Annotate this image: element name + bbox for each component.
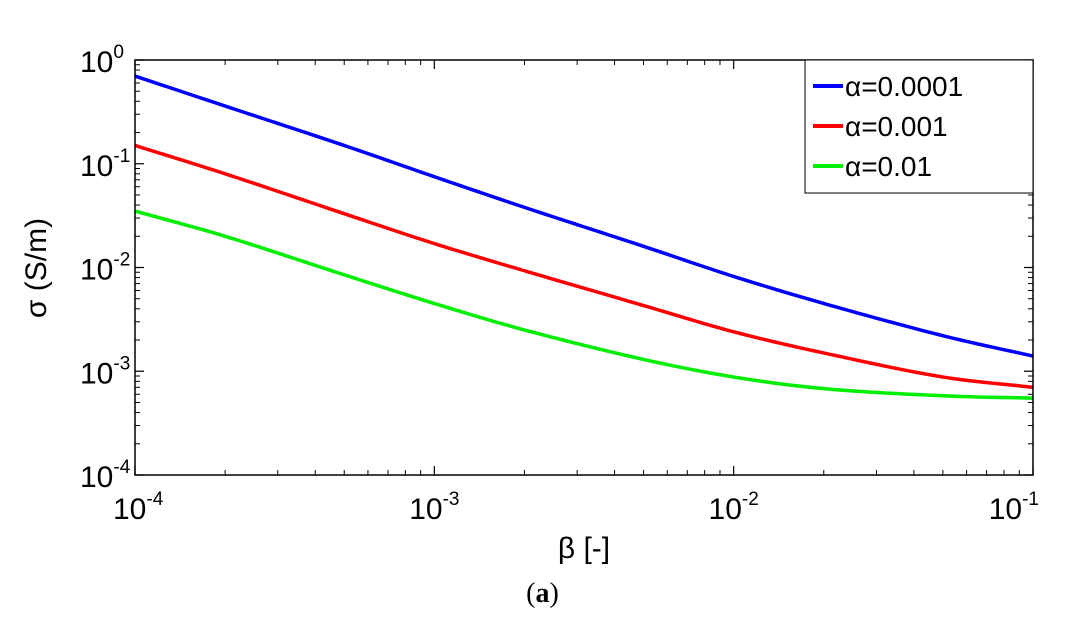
- caption-letter: a: [535, 578, 550, 609]
- series-line-2: [134, 143, 1034, 390]
- y-tick-exponent: 0: [113, 42, 124, 63]
- x-tick-base: 10: [989, 493, 1022, 526]
- caption-close: ): [549, 578, 559, 609]
- series-line-1: [134, 74, 1034, 358]
- figure-caption: (a): [0, 578, 1085, 610]
- legend-label-2: α=0.001: [845, 111, 948, 142]
- y-tick-label: 10-2: [80, 250, 130, 287]
- y-tick-base: 10: [80, 46, 113, 79]
- y-tick-exponent: -2: [113, 250, 130, 271]
- legend: α=0.0001 α=0.001 α=0.01: [804, 59, 1034, 194]
- y-tick-base: 10: [80, 254, 113, 287]
- y-tick-base: 10: [80, 357, 113, 390]
- y-tick-label: 10-3: [80, 353, 130, 390]
- x-tick-exponent: -3: [443, 489, 460, 510]
- y-tick-base: 10: [80, 150, 113, 183]
- y-tick-label: 100: [80, 42, 124, 79]
- x-axis-title: β [-]: [558, 532, 610, 565]
- legend-label-1: α=0.0001: [845, 71, 963, 102]
- legend-label-3: α=0.01: [845, 151, 932, 182]
- y-tick-base: 10: [80, 461, 113, 494]
- x-tick-base: 10: [709, 493, 742, 526]
- x-tick-exponent: -2: [742, 489, 759, 510]
- x-tick-base: 10: [113, 493, 146, 526]
- x-tick-label: 10-1: [989, 489, 1039, 526]
- y-tick-exponent: -3: [113, 353, 130, 374]
- caption-open: (: [526, 578, 536, 609]
- series-layer: [134, 74, 1034, 400]
- series-line-3: [134, 209, 1034, 400]
- x-tick-label: 10-3: [409, 489, 459, 526]
- x-tick-labels: 10-4 10-3 10-2 10-1: [113, 60, 1039, 526]
- y-tick-exponent: -1: [113, 146, 130, 167]
- y-tick-label: 10-1: [80, 146, 130, 183]
- y-axis-title: σ (S/m): [20, 218, 53, 318]
- x-tick-label: 10-2: [709, 489, 759, 526]
- x-tick-exponent: -4: [146, 489, 163, 510]
- x-tick-label: 10-4: [113, 489, 164, 526]
- y-tick-exponent: -4: [113, 457, 130, 478]
- x-tick-exponent: -1: [1022, 489, 1039, 510]
- x-tick-base: 10: [409, 493, 442, 526]
- y-tick-label: 10-4: [80, 457, 131, 494]
